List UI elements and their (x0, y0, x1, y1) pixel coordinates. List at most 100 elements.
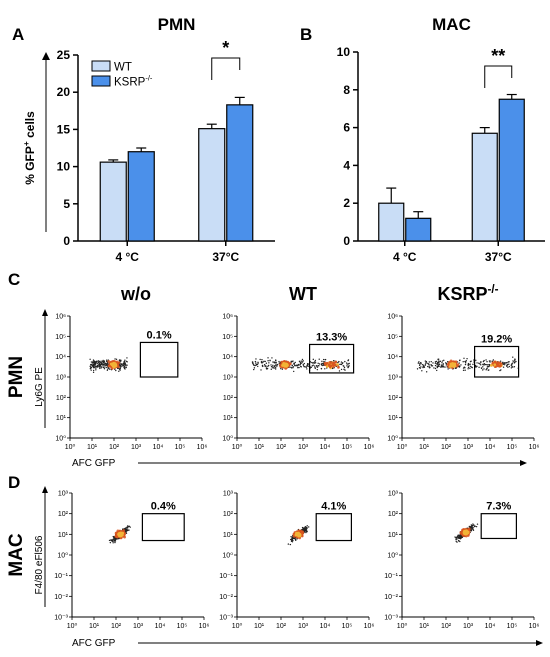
event-dot (486, 363, 488, 366)
y-tick-label: 10¹ (388, 532, 399, 539)
event-dot (291, 538, 294, 541)
x-tick-label: 10¹ (87, 444, 98, 451)
event-dot (305, 530, 307, 533)
legend-label: WT (114, 62, 132, 74)
event-dot-gated (493, 360, 497, 364)
event-dot (95, 363, 97, 365)
x-tick-label: 10⁶ (529, 444, 540, 451)
event-dot (303, 529, 305, 531)
event-dot (304, 526, 307, 528)
event-dot (485, 359, 487, 361)
event-dot (422, 364, 425, 366)
y-axis-label: % GFP+ cells (21, 111, 37, 185)
event-dot (108, 539, 111, 542)
event-dot (425, 371, 428, 373)
event-dot (120, 360, 122, 362)
event-dot (287, 543, 290, 545)
event-dot (442, 363, 445, 365)
event-dot (89, 365, 91, 368)
event-dot (338, 370, 341, 372)
x-tick-label: 10⁰ (397, 622, 408, 630)
event-dot (464, 369, 466, 371)
event-dot (340, 368, 343, 371)
event-dot (340, 363, 342, 365)
event-dot (480, 364, 482, 366)
event-dot (92, 359, 95, 361)
y-tick-label: 10⁵ (222, 334, 233, 341)
y-axis-arrowhead (42, 309, 48, 316)
event-dot (99, 365, 102, 367)
event-dot (346, 365, 348, 367)
event-dot (93, 361, 96, 363)
event-dot (302, 364, 305, 366)
event-dot (90, 363, 93, 366)
event-dot (112, 542, 114, 544)
event-dot (300, 360, 302, 362)
event-dot (101, 361, 103, 364)
event-dot (102, 360, 104, 363)
event-dot (437, 358, 440, 360)
event-dot (515, 360, 517, 363)
event-dot (314, 359, 317, 362)
event-dot (321, 360, 323, 363)
event-dot (443, 359, 445, 362)
row-label: PMN (6, 356, 27, 398)
event-dot (261, 358, 263, 361)
event-dot (464, 361, 467, 363)
event-dot (436, 366, 439, 368)
gate-box (474, 345, 520, 378)
event-dot (299, 362, 302, 365)
event-dot (499, 360, 502, 362)
event-dot (483, 368, 485, 370)
event-dot (265, 362, 268, 364)
event-dot (478, 362, 480, 364)
event-dot-gated (498, 362, 502, 365)
event-dot (312, 362, 314, 364)
row-label: MAC (6, 533, 27, 577)
event-dot (265, 367, 268, 369)
event-dot (456, 541, 458, 543)
event-dot (511, 362, 514, 364)
event-dot (475, 525, 478, 528)
event-dot-dense (454, 360, 458, 364)
event-dot (314, 361, 316, 363)
event-dot (290, 536, 292, 538)
y-tick-label: 10⁻² (384, 594, 398, 601)
event-dot (462, 369, 465, 372)
y-tick-label: 10⁰ (387, 552, 398, 560)
event-dot (347, 366, 350, 368)
event-dot (114, 540, 116, 542)
event-dot (502, 366, 505, 368)
event-dot (123, 362, 125, 365)
event-dot (428, 366, 431, 368)
event-dot (125, 360, 128, 362)
event-dot (441, 362, 443, 364)
bar (127, 151, 155, 242)
event-dot (263, 364, 266, 366)
x-tick-label: 10⁰ (232, 443, 243, 451)
event-dot (293, 362, 295, 365)
event-dot (268, 362, 270, 364)
event-dot-dense (449, 359, 453, 363)
event-dot (320, 363, 323, 365)
event-dot (504, 363, 506, 366)
event-dot (314, 367, 316, 370)
event-dot (125, 366, 127, 369)
event-dot (445, 362, 448, 365)
event-dot (511, 365, 513, 367)
event-dot-dense (301, 531, 305, 535)
event-dot (292, 539, 294, 542)
event-dot (421, 363, 424, 366)
y-tick-label: 10⁵ (55, 334, 66, 341)
event-dot (113, 539, 115, 541)
event-dot (455, 540, 457, 542)
event-dot (275, 364, 277, 366)
event-dot (419, 363, 421, 365)
event-dot (98, 365, 100, 367)
legend-swatch (91, 60, 111, 72)
event-dot (303, 531, 306, 533)
event-dot (114, 358, 116, 360)
event-dot (123, 365, 126, 367)
event-dot (112, 535, 114, 538)
event-dot (251, 361, 254, 363)
